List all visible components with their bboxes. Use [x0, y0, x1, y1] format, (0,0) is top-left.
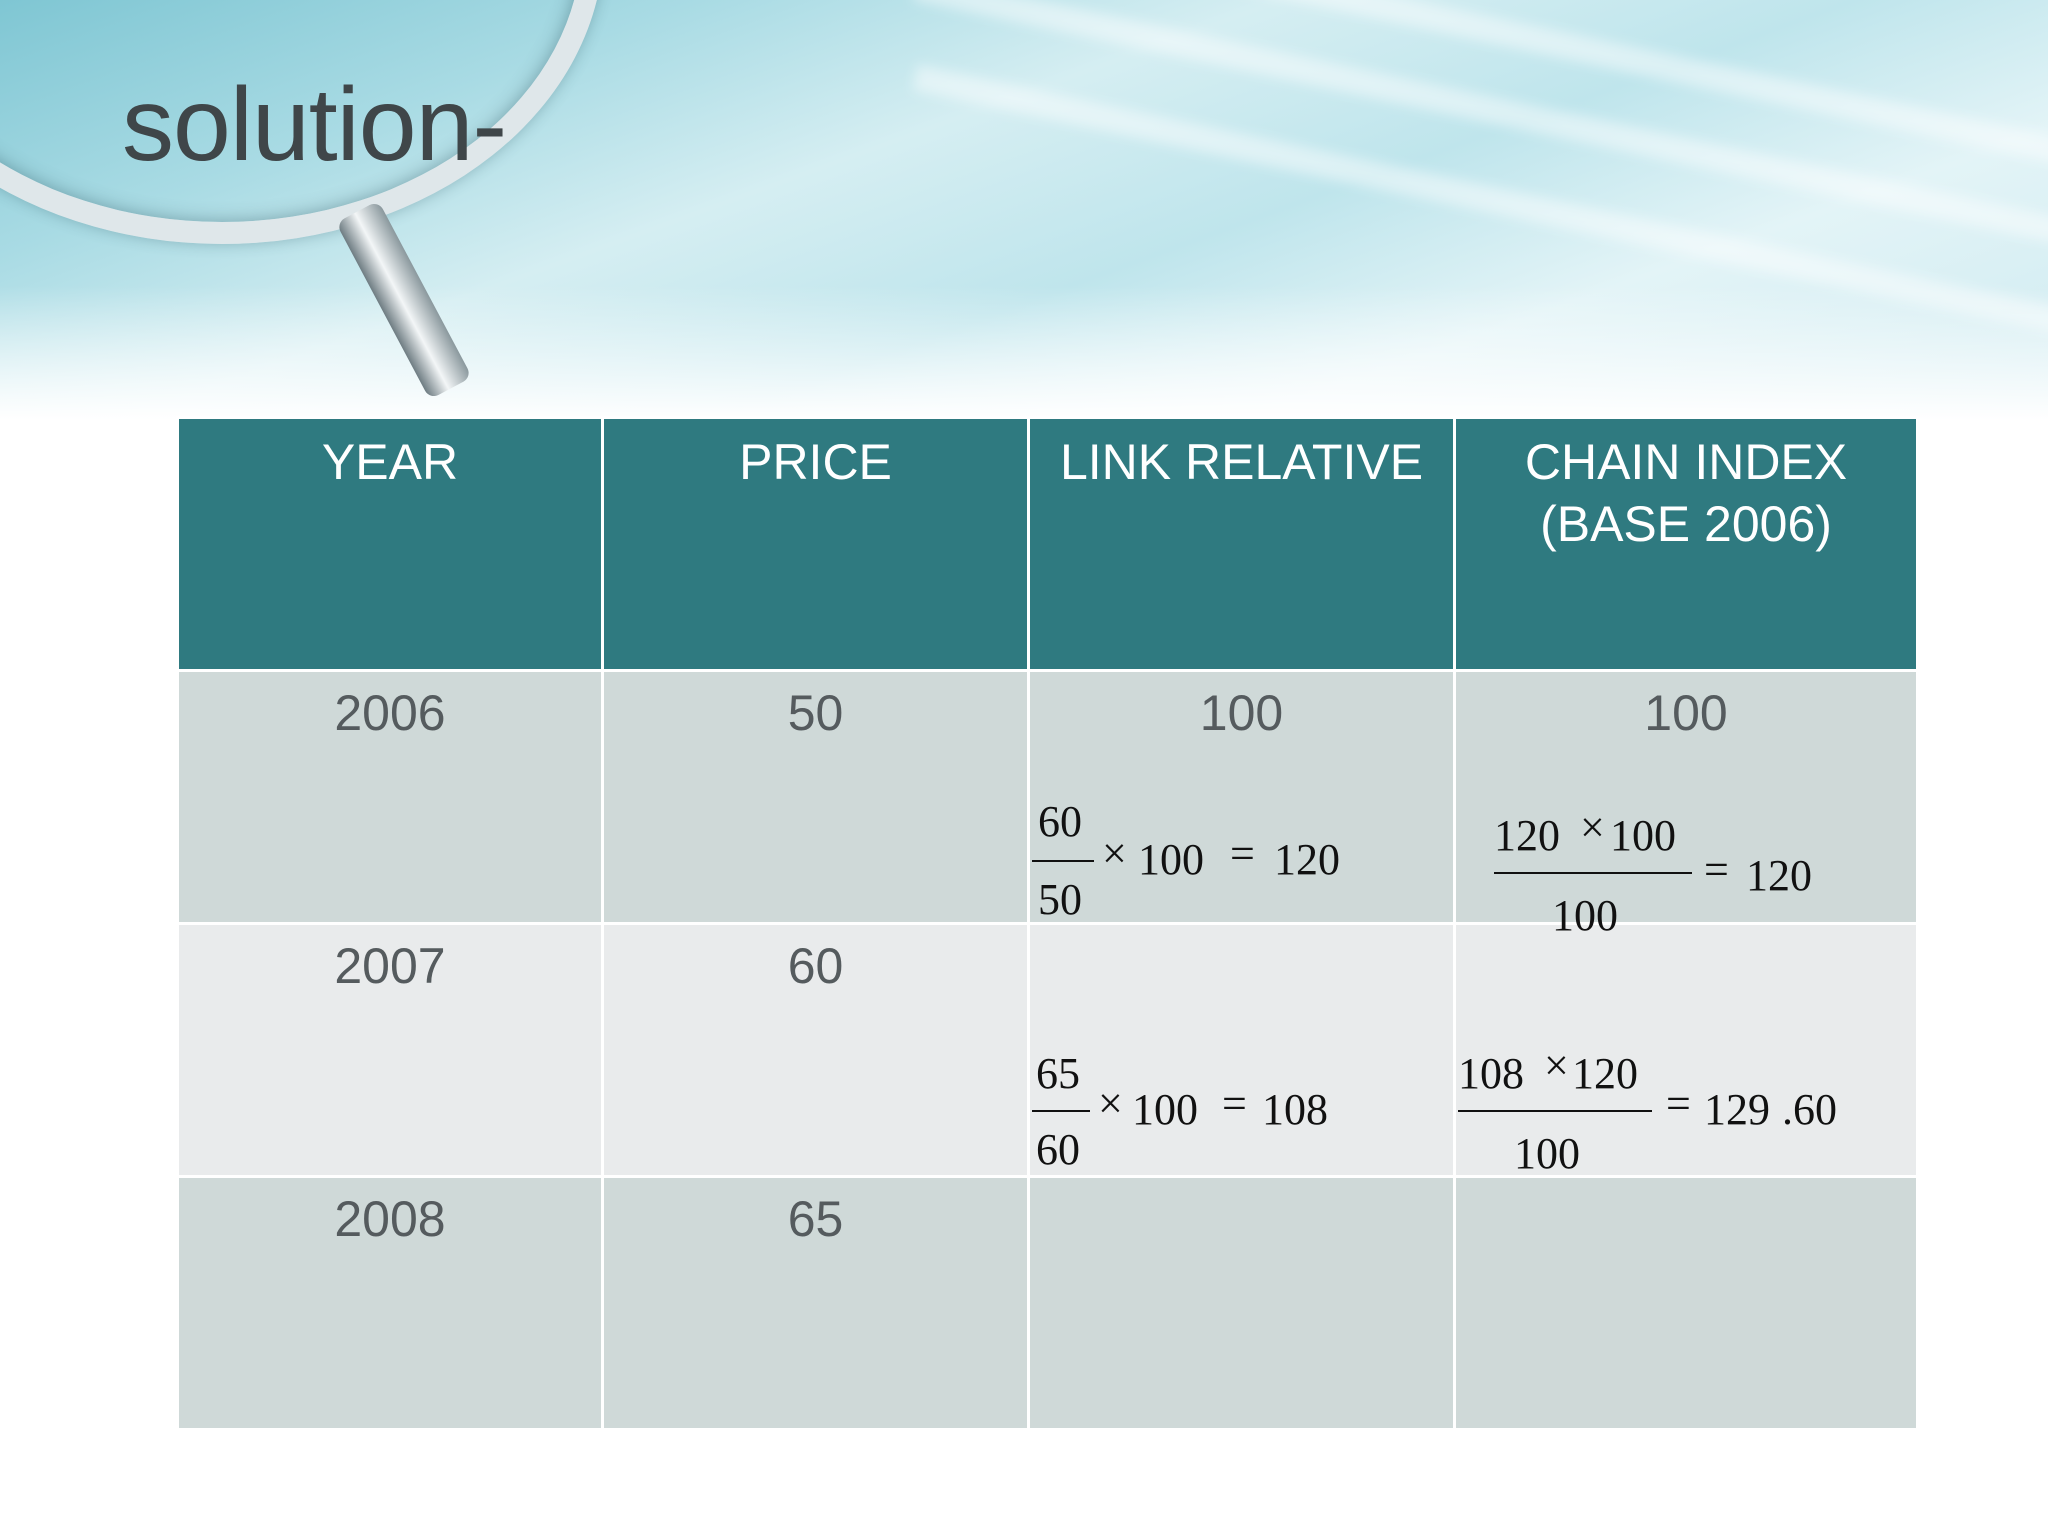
fraction-bar: [1032, 1110, 1090, 1112]
cell-year: 2006: [176, 669, 604, 925]
formula-numerator-b: 100: [1610, 811, 1676, 860]
formula-denominator: 100: [1552, 891, 1618, 940]
formula-numerator: 65: [1036, 1049, 1080, 1098]
formula-numerator-b: 120: [1572, 1049, 1638, 1098]
cell-price: 65: [601, 1175, 1030, 1431]
cell-chain-index: [1453, 922, 1919, 1178]
chain-index-2008-formula: 108 × 120 100 = 129 .60: [1458, 1041, 1858, 1178]
table-header-row: YEAR PRICE LINK RELATIVE CHAIN INDEX (BA…: [176, 416, 1919, 672]
formula-numerator-a: 108: [1458, 1049, 1524, 1098]
header-chain-index-line1: CHAIN INDEX: [1524, 434, 1848, 490]
formula-result: 108: [1262, 1085, 1328, 1134]
formula-factor: 100: [1132, 1085, 1198, 1134]
cell-link-relative: [1027, 922, 1456, 1178]
formula-result-dec: .60: [1782, 1085, 1837, 1134]
formula-times: ×: [1098, 1079, 1123, 1128]
cell-link-relative: 100: [1027, 669, 1456, 925]
formula-times: ×: [1544, 1041, 1569, 1090]
formula-result: 120: [1746, 851, 1812, 900]
header-link-relative: LINK RELATIVE: [1027, 416, 1456, 672]
link-relative-2008-formula: 65 60 × 100 = 108: [1032, 1048, 1352, 1178]
header-chain-index-line2: (BASE 2006): [1540, 496, 1832, 552]
formula-factor: 100: [1138, 835, 1204, 884]
header-year: YEAR: [176, 416, 604, 672]
formula-denominator: 60: [1036, 1125, 1080, 1174]
header-chain-index: CHAIN INDEX (BASE 2006): [1453, 416, 1919, 672]
fraction-bar: [1494, 872, 1692, 874]
formula-result: 120: [1274, 835, 1340, 884]
cell-price: 60: [601, 922, 1030, 1178]
slide-title: solution-: [122, 67, 507, 183]
banner-light-stripe: [912, 0, 2048, 292]
link-relative-2007-formula: 60 50 × 100 = 120: [1032, 796, 1352, 926]
formula-numerator-a: 120: [1494, 811, 1560, 860]
cell-chain-index: 100: [1453, 669, 1919, 925]
table-row: 2008 65: [176, 1175, 1919, 1431]
formula-times: ×: [1580, 803, 1605, 852]
formula-equals: =: [1222, 1079, 1247, 1128]
formula-equals: =: [1666, 1079, 1691, 1128]
table-row: 2006 50 100 100: [176, 669, 1919, 925]
formula-equals: =: [1230, 829, 1255, 878]
cell-year: 2007: [176, 922, 604, 1178]
formula-times: ×: [1102, 829, 1127, 878]
formula-equals: =: [1704, 845, 1729, 894]
formula-result-int: 129: [1704, 1085, 1770, 1134]
cell-link-relative: [1027, 1175, 1456, 1431]
magnifying-glass-handle: [335, 200, 473, 400]
formula-numerator: 60: [1038, 797, 1082, 846]
fraction-bar: [1032, 860, 1094, 862]
formula-denominator: 100: [1514, 1129, 1580, 1178]
cell-year: 2008: [176, 1175, 604, 1431]
fraction-bar: [1458, 1110, 1652, 1112]
chain-index-2007-formula: 120 × 100 100 = 120: [1494, 803, 1834, 940]
cell-chain-index: [1453, 1175, 1919, 1431]
header-price: PRICE: [601, 416, 1030, 672]
header-banner-background: [0, 0, 2048, 420]
table-row: 2007 60: [176, 922, 1919, 1178]
cell-price: 50: [601, 669, 1030, 925]
formula-denominator: 50: [1038, 875, 1082, 924]
index-table: YEAR PRICE LINK RELATIVE CHAIN INDEX (BA…: [176, 416, 1919, 1431]
